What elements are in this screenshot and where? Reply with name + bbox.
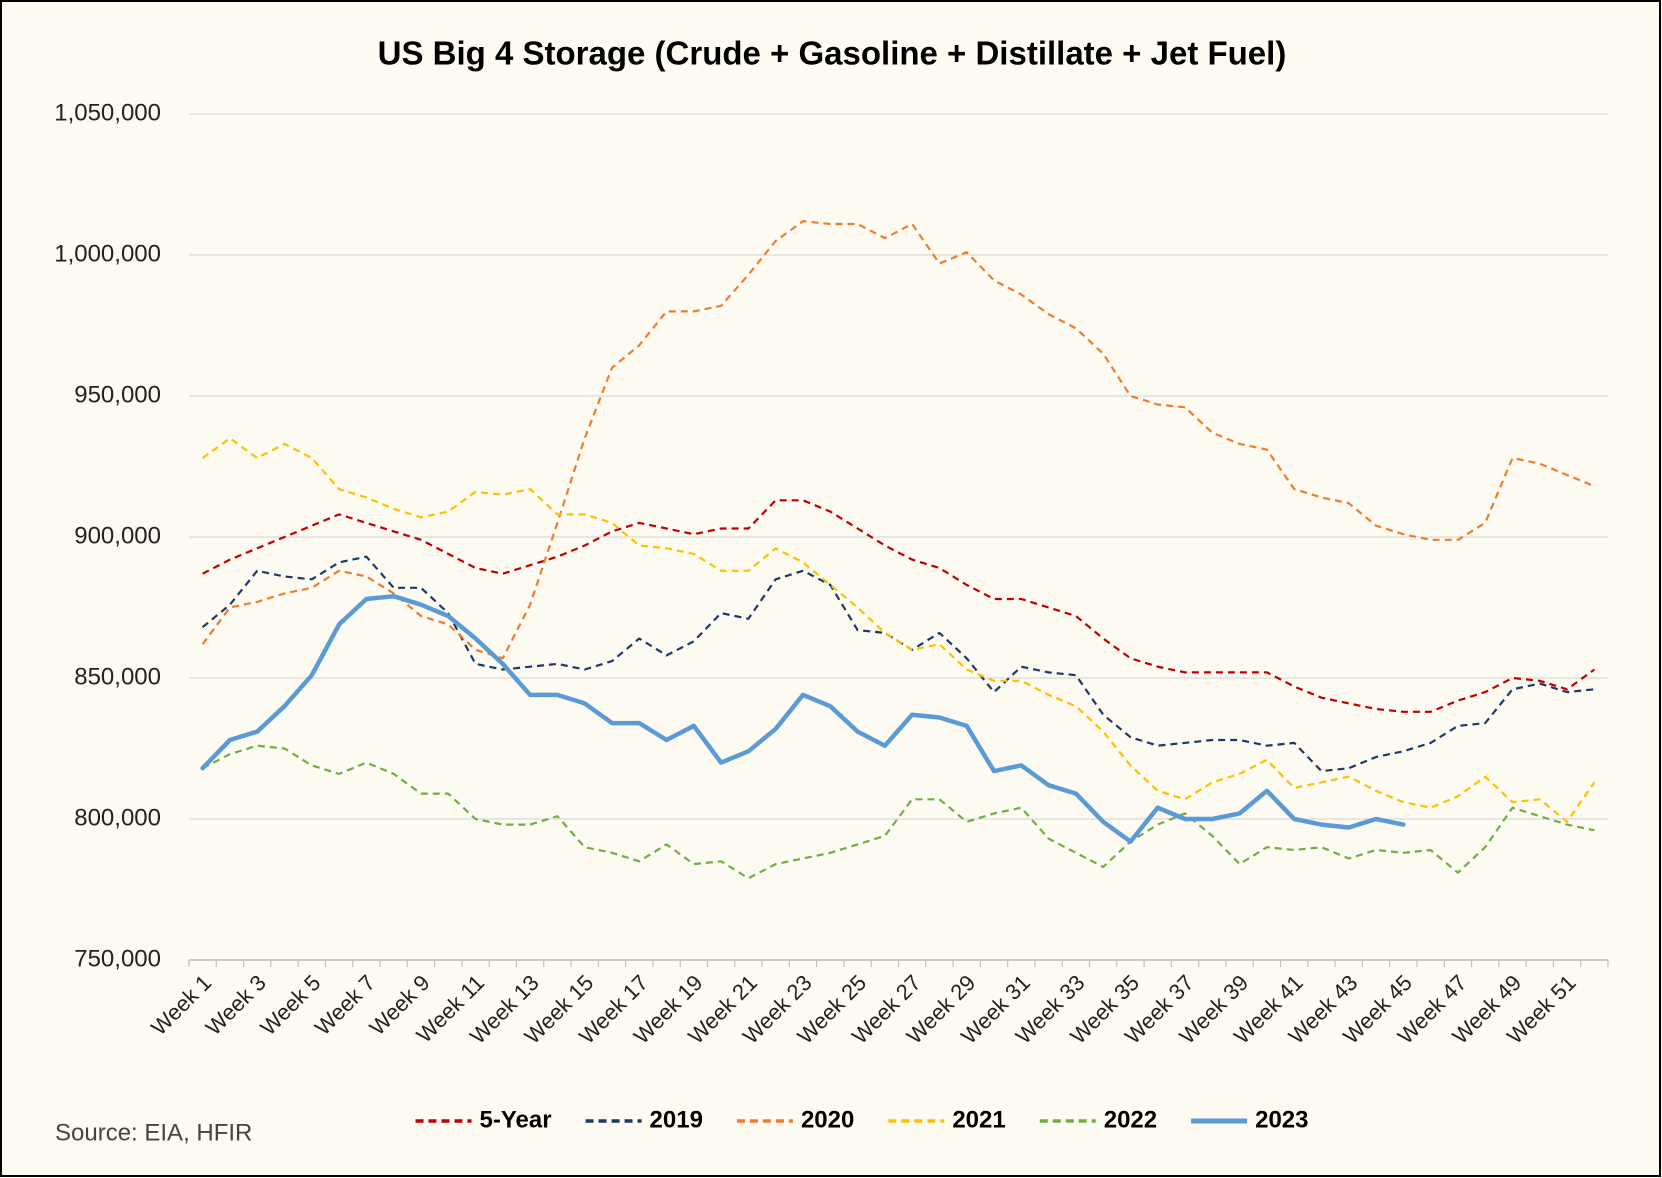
- y-tick-label: 950,000: [74, 381, 161, 408]
- legend-label: 2020: [801, 1106, 854, 1133]
- series-line: [200, 593, 1406, 844]
- series-line: [202, 499, 1596, 713]
- series-line: [202, 744, 1595, 880]
- chart-title: US Big 4 Storage (Crude + Gasoline + Dis…: [378, 35, 1287, 72]
- legend-label: 5-Year: [479, 1106, 551, 1133]
- y-tick-label: 1,050,000: [54, 99, 161, 126]
- legend: 5-Year 2019 2020 2021 2022 2023: [415, 1106, 1309, 1133]
- legend-label: 2019: [650, 1106, 703, 1133]
- legend-label: 2023: [1255, 1106, 1308, 1133]
- source-note: Source: EIA, HFIR: [55, 1119, 252, 1146]
- y-tick-label: 800,000: [74, 804, 161, 831]
- series-line: [201, 437, 1596, 823]
- y-tick-label: 900,000: [74, 522, 161, 549]
- y-tick-label: 850,000: [74, 663, 161, 690]
- legend-label: 2022: [1104, 1106, 1157, 1133]
- legend-label: 2021: [952, 1106, 1005, 1133]
- y-tick-label: 750,000: [74, 945, 161, 972]
- y-tick-label: 1,000,000: [54, 240, 161, 267]
